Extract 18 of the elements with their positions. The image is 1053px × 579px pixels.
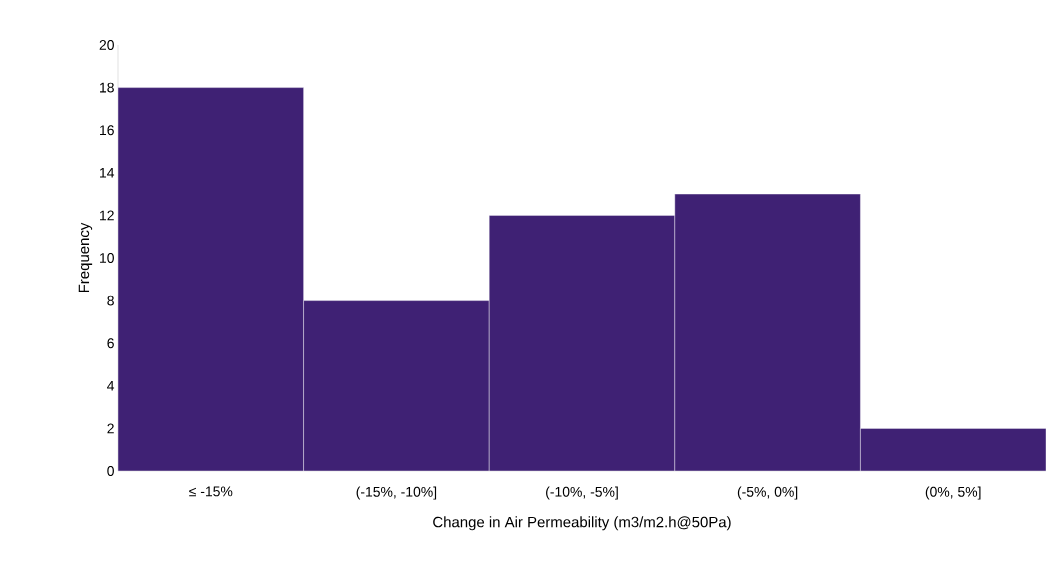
y-tick-label: 10 <box>100 253 114 263</box>
y-tick-label: 16 <box>100 125 114 136</box>
y-tick-label: 6 <box>107 338 114 349</box>
x-tick-label: (0%, 5%] <box>925 486 981 500</box>
y-axis-title: Frequency <box>78 222 93 293</box>
y-tick-label: 12 <box>100 210 114 221</box>
y-tick-label: 4 <box>107 380 115 391</box>
y-tick-label: 0 <box>107 466 114 476</box>
x-tick-label: (-10%, -5%] <box>546 486 618 500</box>
x-tick-label: ≤ -15% <box>189 486 233 497</box>
x-axis-title: Change in Air Permeability (m3/m2.h@50Pa) <box>433 516 731 531</box>
y-tick-label: 18 <box>100 82 114 93</box>
y-tick-label: 8 <box>107 295 114 306</box>
y-tick-label: 20 <box>99 40 114 50</box>
y-tick-label: 2 <box>107 423 114 434</box>
x-tick-label: (-5%, 0%] <box>737 486 798 500</box>
y-tick-label: 14 <box>100 167 115 178</box>
x-tick-label: (-15%, -10%] <box>356 486 437 500</box>
